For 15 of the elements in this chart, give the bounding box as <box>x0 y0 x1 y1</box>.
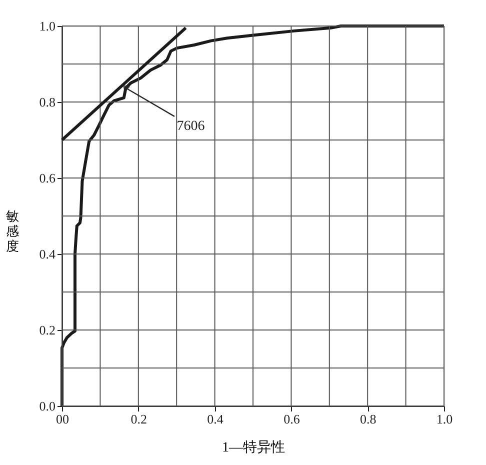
x-tick-label: 0.2 <box>130 412 148 426</box>
y-tick-label: 0.0 <box>39 398 56 414</box>
x-tick-label: 1.0 <box>436 412 453 426</box>
x-tick-label: 0.4 <box>207 412 224 426</box>
x-axis-title: 1—特异性 <box>222 440 285 456</box>
x-tick-label: 00 <box>56 412 69 426</box>
y-axis-title: 敏感度 <box>6 208 19 254</box>
y-tick-label: 1.0 <box>39 18 56 34</box>
y-tick-label: 0.4 <box>39 246 56 262</box>
x-tick-label: 0.6 <box>284 412 300 426</box>
x-tick-label: 0.8 <box>360 412 376 426</box>
y-tick-label: 0.6 <box>39 170 56 186</box>
annotation: 7606 <box>176 118 205 134</box>
y-tick-label: 0.2 <box>39 322 56 338</box>
y-tick-label: 0.8 <box>39 94 56 110</box>
